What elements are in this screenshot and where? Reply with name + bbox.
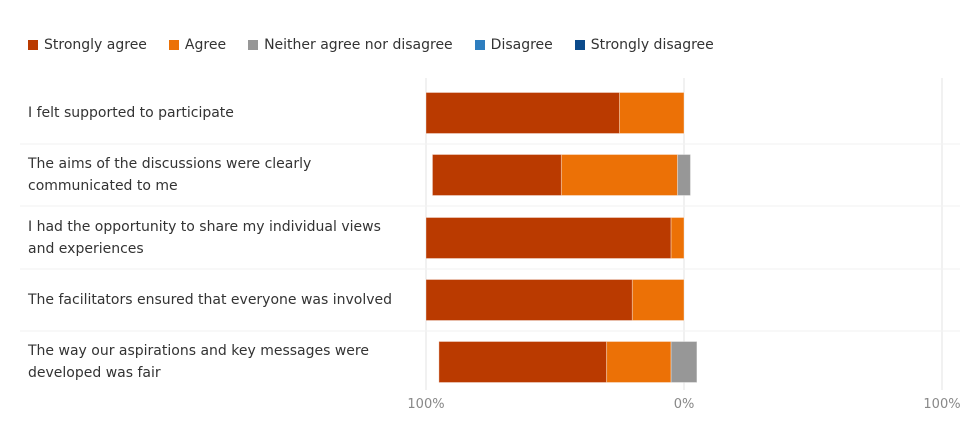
x-tick-label: 0% xyxy=(674,397,695,412)
bar-segment-strongly-agree[interactable] xyxy=(425,279,633,321)
legend-label: Neither agree nor disagree xyxy=(264,37,453,53)
x-tick-label: 100% xyxy=(407,397,444,412)
legend-swatch xyxy=(168,40,179,50)
legend-item[interactable]: Strongly disagree xyxy=(574,37,714,53)
bar-segment-strongly-agree[interactable] xyxy=(438,341,608,383)
legend-item[interactable]: Agree xyxy=(168,37,227,53)
category-label: I felt supported to participate xyxy=(28,105,234,121)
category-label: I had the opportunity to share my indivi… xyxy=(28,219,381,257)
x-tick-label: 100% xyxy=(923,397,960,412)
legend-label: Strongly disagree xyxy=(590,37,714,53)
bar-segment-neither-agree-nor-disagree[interactable] xyxy=(670,341,698,383)
bar-segment-agree[interactable] xyxy=(631,279,685,321)
legend-swatch xyxy=(574,40,585,50)
legend-label: Agree xyxy=(184,37,227,53)
bar-segment-agree[interactable] xyxy=(560,154,679,196)
bar-segment-strongly-agree[interactable] xyxy=(431,154,562,196)
legend-item[interactable]: Neither agree nor disagree xyxy=(248,37,453,53)
legend-swatch xyxy=(28,40,38,50)
legend-item[interactable]: Disagree xyxy=(474,37,553,53)
legend-swatch xyxy=(474,40,485,50)
legend: Strongly agree Agree Neither agree nor dis… xyxy=(28,37,736,53)
category-label: The aims of the discussions were clearly… xyxy=(28,156,312,194)
legend-item[interactable]: Strongly agree xyxy=(28,37,147,53)
bar-segment-agree[interactable] xyxy=(619,92,685,134)
bar-segment-agree[interactable] xyxy=(606,341,672,383)
category-label: The facilitators ensured that everyone w… xyxy=(28,292,393,308)
bar-segment-strongly-agree[interactable] xyxy=(425,92,620,134)
category-label: The way our aspirations and key messages… xyxy=(28,343,369,381)
legend-label: Strongly agree xyxy=(44,37,147,53)
bar-segment-agree[interactable] xyxy=(670,217,685,259)
bar-segment-strongly-agree[interactable] xyxy=(425,217,672,259)
legend-swatch xyxy=(248,40,259,50)
bar-segment-neither-agree-nor-disagree[interactable] xyxy=(677,154,691,196)
legend-label: Disagree xyxy=(490,37,553,53)
